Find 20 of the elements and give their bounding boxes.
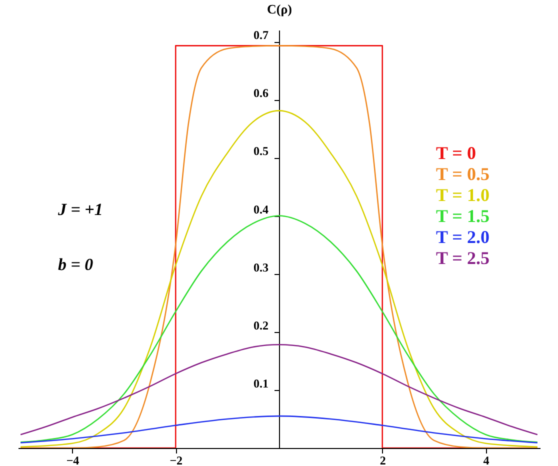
x-tick-label: 4 [483,454,490,466]
y-tick-label: 0.3 [254,260,268,274]
text: T = 2.5 [436,248,490,268]
text: T = 0 [436,143,476,163]
y-tick-label: 0.6 [254,86,268,100]
text: T = 0.5 [436,164,490,184]
x-tick-label: −4 [66,454,80,466]
y-tick-label: 0.7 [254,28,268,42]
x-tick-label: 2 [380,454,386,466]
text: T = 1.5 [436,206,490,226]
text: T = 2.0 [436,227,490,247]
y-tick-label: 0.1 [254,376,268,390]
x-tick-label: −2 [170,454,183,466]
y-tick-label: 0.5 [254,144,268,158]
annotation: J = +1 [57,200,103,219]
annotation: b = 0 [58,255,94,274]
y-axis-title: C(ρ) [266,2,292,16]
y-tick-label: 0.2 [254,318,268,332]
y-tick-label: 0.4 [254,202,268,216]
text: T = 1.0 [436,185,490,205]
